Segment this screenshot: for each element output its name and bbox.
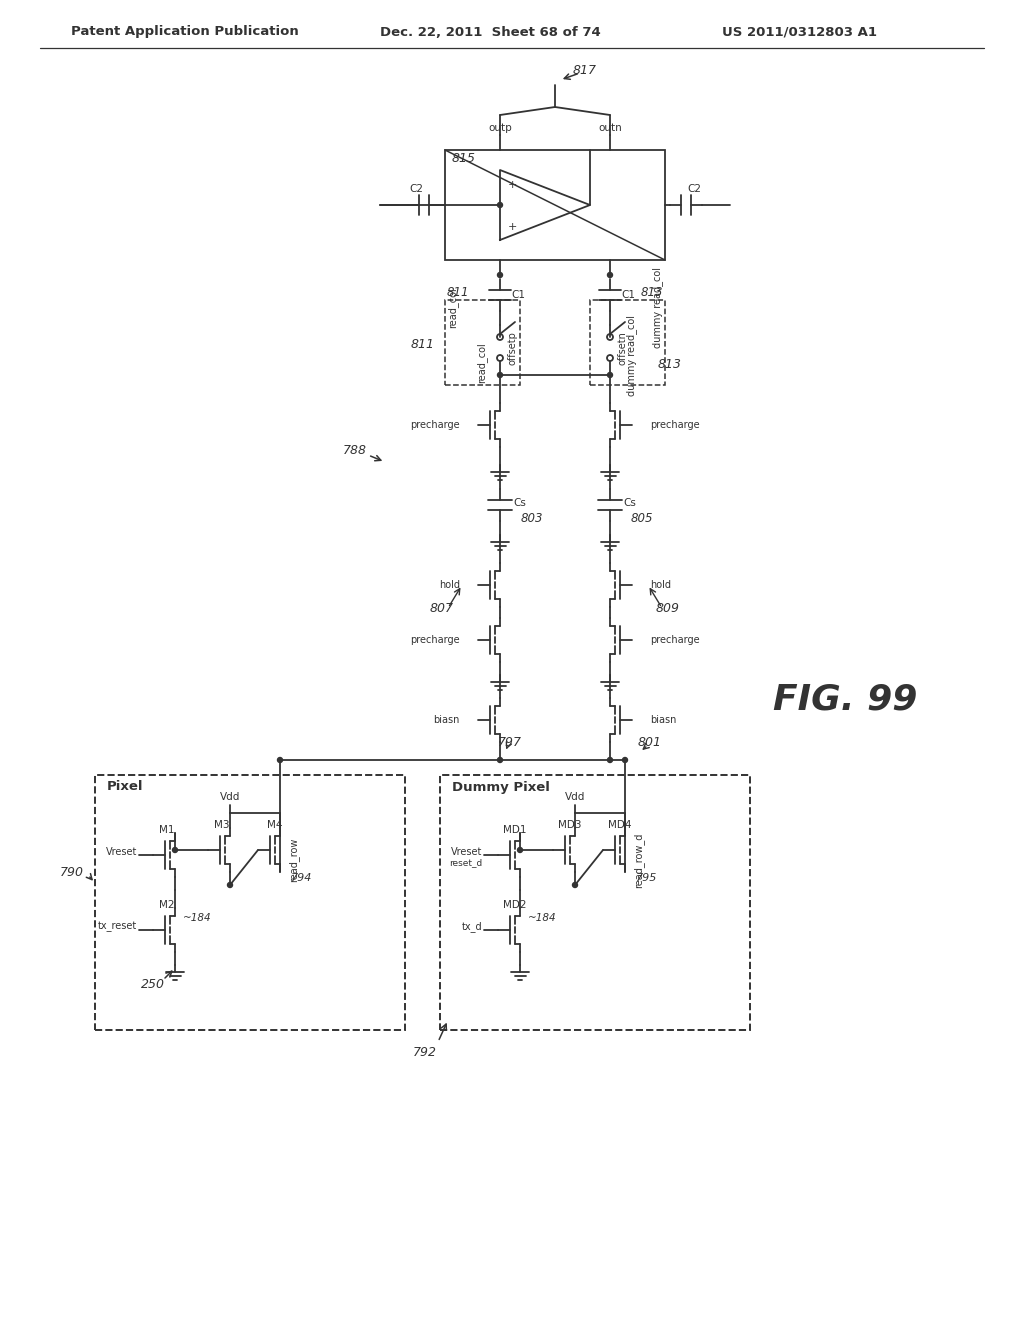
- Text: Cs: Cs: [624, 498, 637, 508]
- Text: read_col: read_col: [447, 288, 458, 329]
- Text: C1: C1: [621, 290, 635, 300]
- Text: 807: 807: [430, 602, 454, 615]
- Text: reset_d: reset_d: [449, 858, 482, 867]
- Text: Dummy Pixel: Dummy Pixel: [452, 780, 550, 793]
- Text: hold: hold: [650, 579, 671, 590]
- Text: tx_d: tx_d: [462, 921, 482, 932]
- Text: biasn: biasn: [650, 715, 677, 725]
- Text: +: +: [507, 180, 517, 190]
- Text: 250: 250: [141, 978, 165, 991]
- Text: MD4: MD4: [608, 820, 632, 830]
- Text: biasn: biasn: [433, 715, 460, 725]
- Circle shape: [607, 272, 612, 277]
- Text: M2: M2: [160, 900, 175, 909]
- Text: 803: 803: [521, 512, 544, 525]
- Text: offsetn: offsetn: [618, 331, 628, 364]
- Text: read_col: read_col: [476, 343, 487, 383]
- Circle shape: [227, 883, 232, 887]
- Text: dummy read_col: dummy read_col: [627, 314, 638, 396]
- Text: 801: 801: [638, 735, 662, 748]
- Text: C2: C2: [687, 183, 701, 194]
- Bar: [440, 775, 750, 1030]
- Text: 795: 795: [636, 873, 657, 883]
- Circle shape: [498, 272, 503, 277]
- Text: Patent Application Publication: Patent Application Publication: [71, 25, 299, 38]
- Text: 790: 790: [60, 866, 84, 879]
- Text: 813: 813: [640, 285, 663, 298]
- Circle shape: [572, 883, 578, 887]
- Text: +: +: [507, 222, 517, 232]
- Text: ~184: ~184: [182, 913, 211, 923]
- Text: MD1: MD1: [503, 825, 526, 836]
- Text: 811: 811: [411, 338, 435, 351]
- Text: 817: 817: [573, 63, 597, 77]
- Circle shape: [517, 847, 522, 853]
- Bar: [445, 150, 665, 260]
- Circle shape: [498, 372, 503, 378]
- Text: 792: 792: [413, 1045, 437, 1059]
- Circle shape: [623, 758, 628, 763]
- Text: US 2011/0312803 A1: US 2011/0312803 A1: [723, 25, 878, 38]
- Circle shape: [498, 758, 503, 763]
- Text: precharge: precharge: [411, 420, 460, 430]
- Text: M4: M4: [267, 820, 283, 830]
- Text: C2: C2: [409, 183, 423, 194]
- Text: outn: outn: [598, 123, 622, 133]
- Text: outp: outp: [488, 123, 512, 133]
- Text: M1: M1: [160, 825, 175, 836]
- Text: MD3: MD3: [558, 820, 582, 830]
- Text: 794: 794: [291, 873, 312, 883]
- Circle shape: [498, 202, 503, 207]
- Text: offsetp: offsetp: [508, 331, 518, 364]
- Bar: [95, 775, 406, 1030]
- Polygon shape: [500, 170, 590, 240]
- Text: Vdd: Vdd: [220, 792, 241, 803]
- Bar: [445, 300, 520, 385]
- Text: Pixel: Pixel: [106, 780, 143, 793]
- Circle shape: [278, 758, 283, 763]
- Text: Vreset: Vreset: [451, 847, 482, 857]
- Text: dummy read_col: dummy read_col: [652, 268, 663, 348]
- Text: 788: 788: [343, 444, 367, 457]
- Text: hold: hold: [439, 579, 460, 590]
- Circle shape: [607, 758, 612, 763]
- Text: precharge: precharge: [411, 635, 460, 645]
- Circle shape: [172, 847, 177, 853]
- Text: read_row: read_row: [288, 838, 299, 882]
- Text: FIG. 99: FIG. 99: [773, 682, 918, 717]
- Text: precharge: precharge: [650, 635, 699, 645]
- Text: tx_reset: tx_reset: [97, 921, 137, 932]
- Text: 811: 811: [447, 285, 469, 298]
- Text: ~184: ~184: [527, 913, 556, 923]
- Text: Vreset: Vreset: [105, 847, 137, 857]
- Text: 797: 797: [498, 735, 522, 748]
- Text: Dec. 22, 2011  Sheet 68 of 74: Dec. 22, 2011 Sheet 68 of 74: [380, 25, 600, 38]
- Text: 813: 813: [658, 359, 682, 371]
- Text: 809: 809: [656, 602, 680, 615]
- Text: read_row_d: read_row_d: [633, 833, 644, 887]
- Text: M3: M3: [214, 820, 229, 830]
- Circle shape: [607, 372, 612, 378]
- Text: C1: C1: [511, 290, 525, 300]
- Text: precharge: precharge: [650, 420, 699, 430]
- Text: Vdd: Vdd: [565, 792, 585, 803]
- Text: 805: 805: [631, 512, 653, 525]
- Bar: [590, 300, 665, 385]
- Text: MD2: MD2: [503, 900, 526, 909]
- Text: Cs: Cs: [514, 498, 526, 508]
- Text: 815: 815: [452, 153, 476, 165]
